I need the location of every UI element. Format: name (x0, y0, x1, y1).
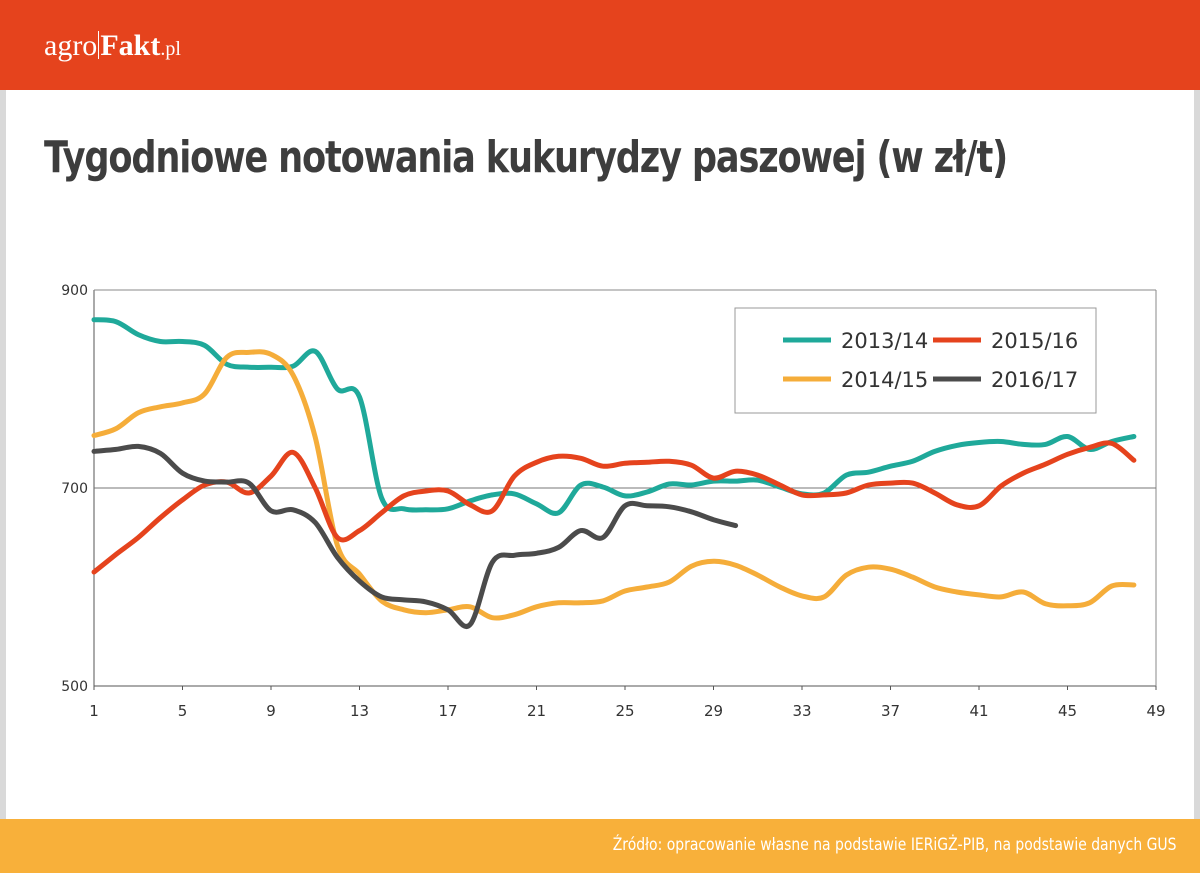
x-tick-label: 29 (704, 702, 723, 720)
legend-label: 2014/15 (841, 368, 928, 392)
header-bar: agro Fakt.pl (0, 0, 1200, 90)
series-line-2016-17 (91, 443, 739, 629)
series-line-2015-16 (91, 440, 1137, 575)
x-tick-label: 1 (89, 702, 99, 720)
y-tick-label: 700 (61, 481, 88, 497)
legend-label: 2016/17 (991, 368, 1078, 392)
footer-bar: Źródło: opracowanie własne na podstawie … (0, 819, 1200, 873)
x-tick-label: 13 (350, 702, 369, 720)
x-tick-label: 17 (438, 702, 457, 720)
logo-brand: Fakt (100, 29, 161, 62)
line-chart: 500 700 900 1 5 9 13 17 21 25 29 33 37 41 45 49 2013/1… (61, 283, 1166, 720)
chart-title: Tygodniowe notowania kukurydzy paszowej … (44, 132, 1008, 183)
x-tick-label: 21 (527, 702, 546, 720)
x-tick-label: 37 (881, 702, 900, 720)
legend-label: 2013/14 (841, 329, 928, 353)
source-note: Źródło: opracowanie własne na podstawie … (612, 835, 1176, 855)
logo-separator (98, 31, 100, 59)
x-tick-labels: 1 5 9 13 17 21 25 29 33 37 41 45 49 (89, 686, 1166, 720)
series-line-2014-15 (91, 349, 1137, 621)
x-tick-label: 9 (266, 702, 276, 720)
x-tick-label: 45 (1058, 702, 1077, 720)
x-tick-label: 33 (792, 702, 811, 720)
series-line-2013-14 (91, 317, 1137, 516)
logo-prefix: agro (44, 29, 98, 62)
logo-tld: .pl (160, 38, 181, 60)
legend-label: 2015/16 (991, 329, 1078, 353)
agrofakt-logo[interactable]: agro Fakt.pl (44, 26, 181, 66)
y-tick-label: 500 (61, 679, 88, 695)
x-tick-label: 49 (1146, 702, 1165, 720)
x-tick-label: 5 (178, 702, 188, 720)
legend-box (734, 307, 1097, 414)
series-lines (91, 317, 1137, 629)
x-tick-label: 25 (615, 702, 634, 720)
y-tick-labels: 500 700 900 (61, 283, 88, 695)
x-tick-label: 41 (969, 702, 988, 720)
legend: 2013/14 2015/16 2014/15 2016/17 (734, 307, 1097, 414)
y-tick-label: 900 (61, 283, 88, 299)
